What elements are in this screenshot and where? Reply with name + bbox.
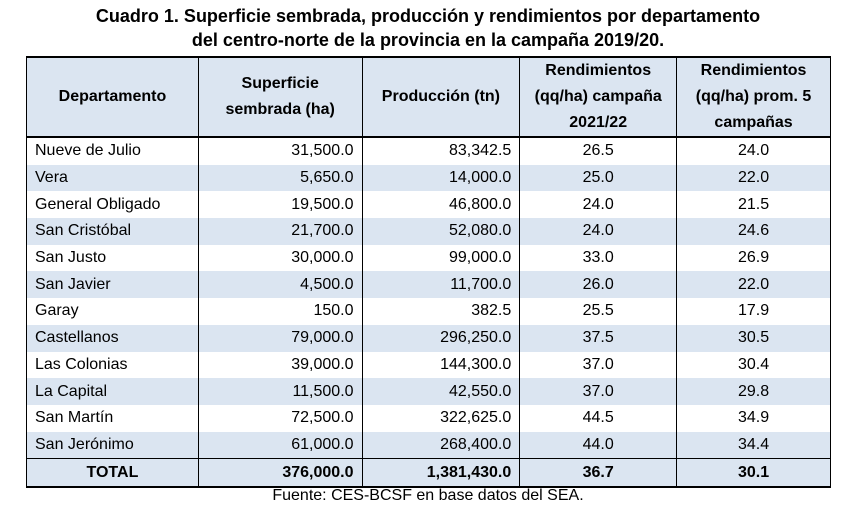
- cell-departamento: Garay: [26, 298, 199, 325]
- title-line-2: del centro-norte de la provincia en la c…: [191, 30, 665, 50]
- cell-superficie: 4,500.0: [197, 271, 363, 299]
- cell-departamento: San Javier: [26, 271, 199, 299]
- cell-superficie: 31,500.0: [197, 137, 363, 165]
- header-rend-campana: Rendimientos (qq/ha) campaña 2021/22: [519, 56, 678, 138]
- header-produccion: Producción (tn): [361, 56, 521, 138]
- cell-departamento: San Cristóbal: [26, 218, 199, 245]
- cell-rend-campana: 33.0: [519, 244, 678, 272]
- cell-superficie: 30,000.0: [197, 244, 363, 272]
- total-produccion: 1,381,430.0: [361, 458, 521, 488]
- cell-rend-campana: 26.5: [519, 137, 678, 165]
- header-departamento: Departamento: [26, 56, 199, 138]
- cell-departamento: La Capital: [26, 378, 199, 405]
- title-line-1: Cuadro 1. Superficie sembrada, producció…: [95, 6, 761, 26]
- cell-superficie: 19,500.0: [197, 191, 363, 219]
- table-row: San Jerónimo 61,000.0 268,400.0 44.0 34.4: [26, 431, 831, 459]
- cell-produccion: 11,700.0: [361, 271, 521, 299]
- total-rend-campana: 36.7: [519, 458, 678, 488]
- table-row: General Obligado 19,500.0 46,800.0 24.0 21.5: [26, 191, 831, 219]
- cell-produccion: 14,000.0: [361, 164, 521, 192]
- table-row: San Martín 72,500.0 322,625.0 44.5 34.9: [26, 404, 831, 432]
- table-row: La Capital 11,500.0 42,550.0 37.0 29.8: [26, 378, 831, 405]
- table-row: Garay 150.0 382.5 25.5 17.9: [26, 298, 831, 325]
- cell-produccion: 52,080.0: [361, 218, 521, 245]
- cell-rend-campana: 44.5: [519, 404, 678, 432]
- cell-rend-prom: 26.9: [676, 244, 831, 272]
- cell-rend-prom: 34.9: [676, 404, 831, 432]
- cell-produccion: 42,550.0: [361, 378, 521, 405]
- total-row: TOTAL 376,000.0 1,381,430.0 36.7 30.1: [26, 458, 831, 488]
- total-label: TOTAL: [26, 458, 199, 488]
- cell-rend-prom: 24.6: [676, 218, 831, 245]
- cell-rend-prom: 21.5: [676, 191, 831, 219]
- cell-rend-prom: 30.4: [676, 351, 831, 379]
- cell-rend-prom: 29.8: [676, 378, 831, 405]
- cell-rend-prom: 30.5: [676, 324, 831, 352]
- source-note: Fuente: CES-BCSF en base datos del SEA.: [272, 487, 584, 504]
- cell-rend-prom: 17.9: [676, 298, 831, 325]
- cell-produccion: 268,400.0: [361, 431, 521, 459]
- cell-departamento: Las Colonias: [26, 351, 199, 379]
- table-title: Cuadro 1. Superficie sembrada, producció…: [0, 4, 856, 52]
- header-row: Departamento Superficie sembrada (ha) Pr…: [26, 56, 831, 138]
- cell-rend-campana: 24.0: [519, 191, 678, 219]
- cell-rend-prom: 22.0: [676, 164, 831, 192]
- cell-departamento: San Justo: [26, 244, 199, 272]
- cell-superficie: 21,700.0: [197, 218, 363, 245]
- table-row: San Javier 4,500.0 11,700.0 26.0 22.0: [26, 271, 831, 299]
- cell-departamento: Vera: [26, 164, 199, 192]
- total-superficie: 376,000.0: [197, 458, 363, 488]
- table-row: San Cristóbal 21,700.0 52,080.0 24.0 24.6: [26, 218, 831, 245]
- table-row: Castellanos 79,000.0 296,250.0 37.5 30.5: [26, 324, 831, 352]
- cell-superficie: 61,000.0: [197, 431, 363, 459]
- total-rend-prom: 30.1: [676, 458, 831, 488]
- cell-departamento: Nueve de Julio: [26, 137, 199, 165]
- cell-superficie: 150.0: [197, 298, 363, 325]
- cell-rend-campana: 24.0: [519, 218, 678, 245]
- cell-rend-campana: 37.0: [519, 351, 678, 379]
- cell-produccion: 382.5: [361, 298, 521, 325]
- cell-rend-prom: 34.4: [676, 431, 831, 459]
- cell-produccion: 322,625.0: [361, 404, 521, 432]
- table-row: Las Colonias 39,000.0 144,300.0 37.0 30.4: [26, 351, 831, 379]
- cell-produccion: 46,800.0: [361, 191, 521, 219]
- cell-produccion: 296,250.0: [361, 324, 521, 352]
- cell-superficie: 11,500.0: [197, 378, 363, 405]
- cell-superficie: 72,500.0: [197, 404, 363, 432]
- cell-departamento: Castellanos: [26, 324, 199, 352]
- cell-departamento: San Martín: [26, 404, 199, 432]
- cell-superficie: 5,650.0: [197, 164, 363, 192]
- cell-superficie: 79,000.0: [197, 324, 363, 352]
- cell-produccion: 99,000.0: [361, 244, 521, 272]
- table-row: Nueve de Julio 31,500.0 83,342.5 26.5 24.0: [26, 137, 831, 165]
- cell-rend-campana: 25.0: [519, 164, 678, 192]
- cell-rend-prom: 24.0: [676, 137, 831, 165]
- cell-rend-campana: 37.0: [519, 378, 678, 405]
- cell-rend-campana: 26.0: [519, 271, 678, 299]
- cell-departamento: San Jerónimo: [26, 431, 199, 459]
- cell-rend-prom: 22.0: [676, 271, 831, 299]
- cell-superficie: 39,000.0: [197, 351, 363, 379]
- cell-rend-campana: 44.0: [519, 431, 678, 459]
- header-superficie: Superficie sembrada (ha): [197, 56, 363, 138]
- cell-rend-campana: 25.5: [519, 298, 678, 325]
- table-row: San Justo 30,000.0 99,000.0 33.0 26.9: [26, 244, 831, 272]
- cell-departamento: General Obligado: [26, 191, 199, 219]
- cell-rend-campana: 37.5: [519, 324, 678, 352]
- table-row: Vera 5,650.0 14,000.0 25.0 22.0: [26, 164, 831, 192]
- data-table: Departamento Superficie sembrada (ha) Pr…: [26, 56, 831, 488]
- cell-produccion: 144,300.0: [361, 351, 521, 379]
- cell-produccion: 83,342.5: [361, 137, 521, 165]
- header-rend-prom: Rendimientos (qq/ha) prom. 5 campañas: [676, 56, 831, 138]
